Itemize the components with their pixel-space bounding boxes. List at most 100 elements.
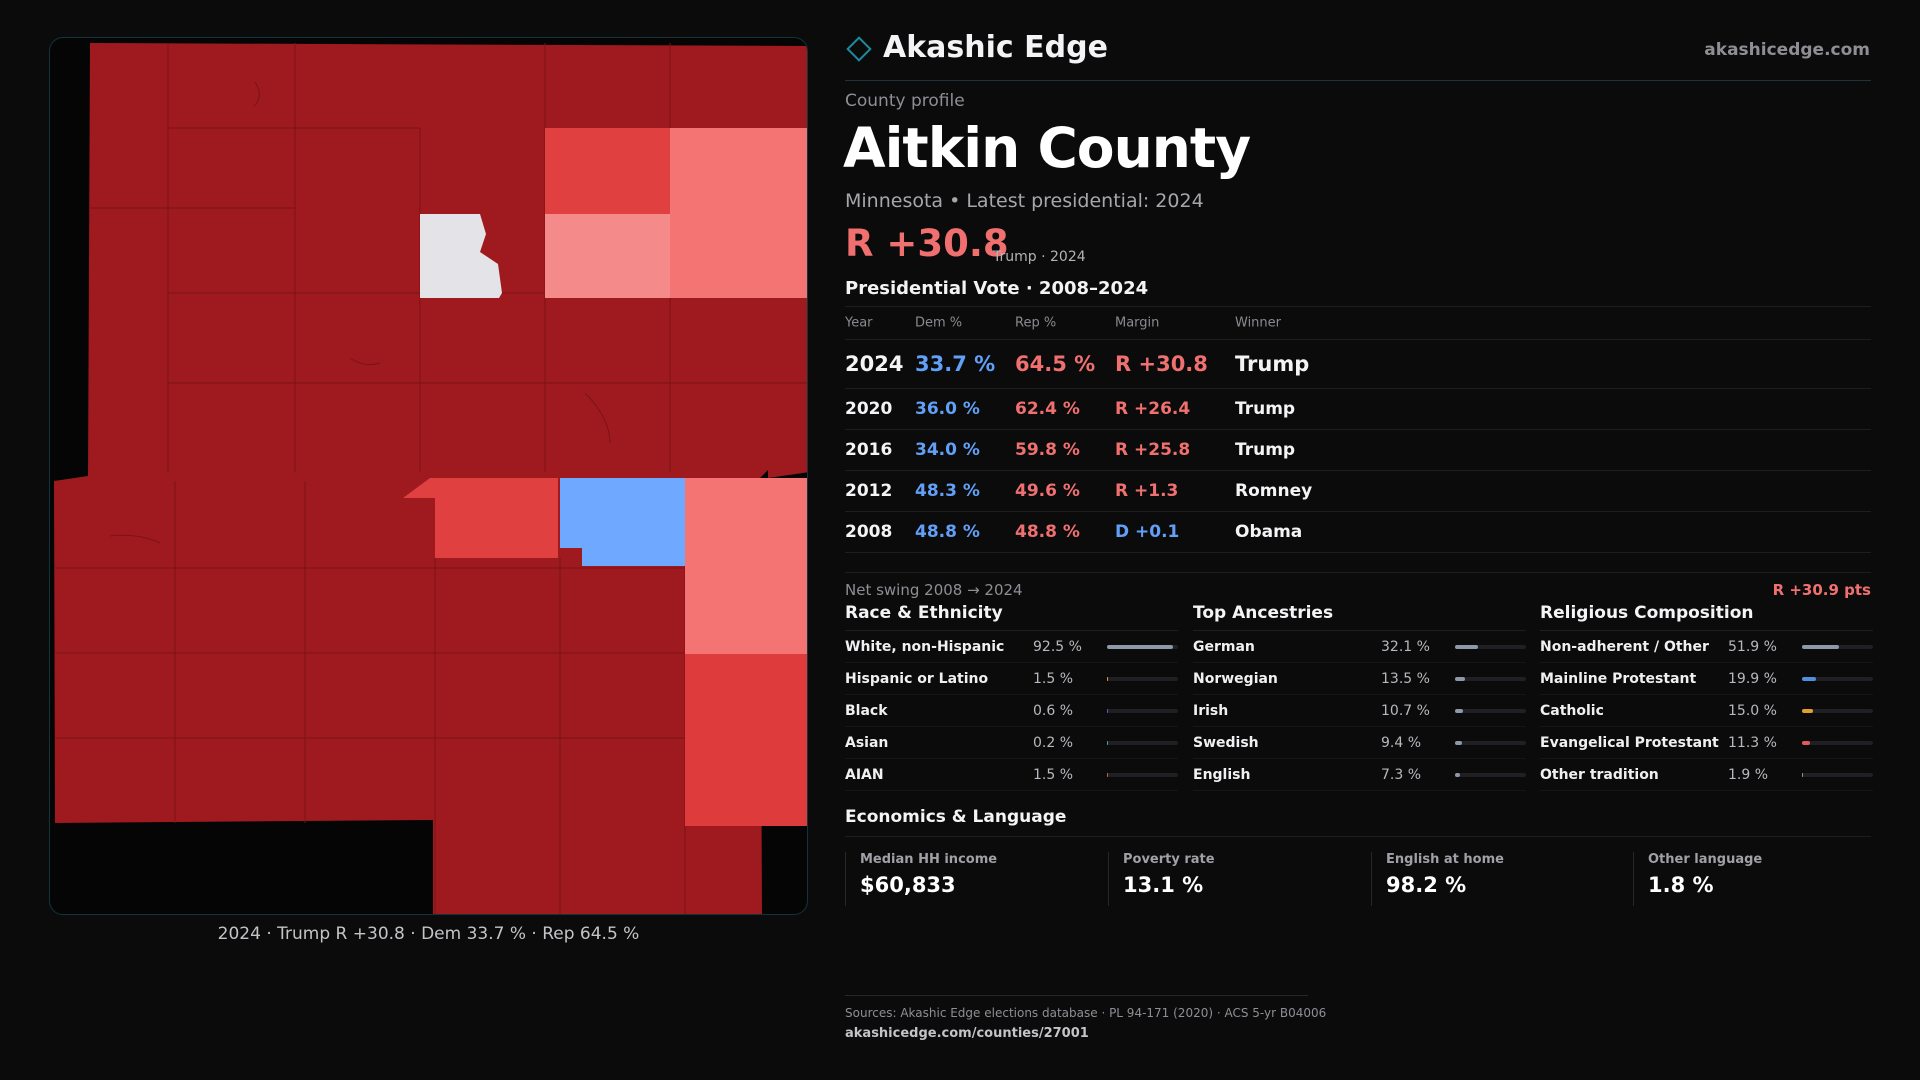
item-label: Other tradition xyxy=(1540,766,1659,783)
item-value: 10.7 % xyxy=(1381,702,1430,719)
precinct-toss[interactable] xyxy=(545,214,670,298)
stat-label: English at home xyxy=(1386,852,1504,867)
header-dem: Dem % xyxy=(915,315,963,331)
religion-title: Religious Composition xyxy=(1540,603,1873,631)
share-bar-fill xyxy=(1802,708,1813,713)
row-dem: 48.8 % xyxy=(915,522,980,542)
item-label: Mainline Protestant xyxy=(1540,670,1697,687)
row-dem: 33.7 % xyxy=(915,352,996,376)
share-bar xyxy=(1107,740,1178,745)
list-item[interactable]: Other tradition 1.9 % xyxy=(1540,759,1873,791)
share-bar-fill xyxy=(1107,772,1109,777)
item-value: 11.3 % xyxy=(1728,734,1777,751)
list-item[interactable]: Norwegian 13.5 % xyxy=(1193,663,1526,695)
item-value: 15.0 % xyxy=(1728,702,1777,719)
precinct-lean-r[interactable] xyxy=(545,128,670,214)
row-year: 2024 xyxy=(845,352,904,376)
row-year: 2008 xyxy=(845,522,893,542)
row-rep: 62.4 % xyxy=(1015,399,1080,419)
share-bar-fill xyxy=(1107,676,1109,681)
share-bar-fill xyxy=(1455,708,1463,713)
share-bar-fill xyxy=(1107,644,1173,649)
item-label: English xyxy=(1193,766,1251,783)
site-url-link[interactable]: akashicedge.com xyxy=(1704,40,1870,60)
county-url-link[interactable]: akashicedge.com/counties/27001 xyxy=(845,1026,1089,1041)
item-value: 13.5 % xyxy=(1381,670,1430,687)
item-label: White, non-Hispanic xyxy=(845,638,1005,655)
item-value: 9.4 % xyxy=(1381,734,1422,751)
row-winner: Trump xyxy=(1235,352,1310,376)
share-bar xyxy=(1107,676,1178,681)
page-subtitle: Minnesota • Latest presidential: 2024 xyxy=(845,190,1204,212)
brand[interactable]: Akashic Edge xyxy=(845,30,1108,65)
map-caption: 2024 · Trump R +30.8 · Dem 33.7 % · Rep … xyxy=(217,924,640,944)
sources-note: Sources: Akashic Edge elections database… xyxy=(845,1006,1327,1020)
row-winner: Trump xyxy=(1235,440,1296,460)
list-item[interactable]: Non-adherent / Other 51.9 % xyxy=(1540,631,1873,663)
list-item[interactable]: Black 0.6 % xyxy=(845,695,1178,727)
list-item[interactable]: Catholic 15.0 % xyxy=(1540,695,1873,727)
precinct-lean-r[interactable] xyxy=(403,478,558,558)
share-bar-fill xyxy=(1802,676,1817,681)
item-label: Swedish xyxy=(1193,734,1259,751)
swing-label: Net swing 2008 → 2024 xyxy=(845,581,1023,599)
list-item[interactable]: German 32.1 % xyxy=(1193,631,1526,663)
race-ethnicity-panel: Race & Ethnicity White, non-Hispanic 92.5… xyxy=(845,603,1178,791)
list-item[interactable]: Evangelical Protestant 11.3 % xyxy=(1540,727,1873,759)
row-rep: 64.5 % xyxy=(1015,352,1096,376)
list-item[interactable]: Swedish 9.4 % xyxy=(1193,727,1526,759)
highlighted-precincts xyxy=(403,128,808,826)
precinct-tilt-r[interactable] xyxy=(685,478,808,566)
footer-divider xyxy=(845,995,1308,996)
row-margin: R +1.3 xyxy=(1115,481,1179,501)
stat-value: $60,833 xyxy=(860,873,956,897)
share-bar xyxy=(1455,644,1526,649)
item-value: 32.1 % xyxy=(1381,638,1430,655)
swing-value: R +30.9 pts xyxy=(1772,581,1871,599)
list-item[interactable]: Hispanic or Latino 1.5 % xyxy=(845,663,1178,695)
row-margin: R +26.4 xyxy=(1115,399,1191,419)
precinct-tilt-r[interactable] xyxy=(685,566,808,654)
item-value: 1.9 % xyxy=(1728,766,1769,783)
share-bar xyxy=(1802,708,1873,713)
precinct-map[interactable] xyxy=(50,38,808,915)
table-row[interactable]: 2012 48.3 % 49.6 % R +1.3 Romney xyxy=(845,470,1871,511)
list-item[interactable]: AIAN 1.5 % xyxy=(845,759,1178,791)
precinct-no-data[interactable] xyxy=(420,214,502,298)
item-label: AIAN xyxy=(845,766,884,783)
share-bar xyxy=(1455,676,1526,681)
race-title: Race & Ethnicity xyxy=(845,603,1178,631)
list-item[interactable]: Mainline Protestant 19.9 % xyxy=(1540,663,1873,695)
precinct-lean-d[interactable] xyxy=(560,478,685,566)
share-bar xyxy=(1107,708,1178,713)
row-margin: R +25.8 xyxy=(1115,440,1191,460)
item-value: 1.5 % xyxy=(1033,670,1074,687)
page-title: Aitkin County xyxy=(843,116,1251,180)
item-value: 92.5 % xyxy=(1033,638,1082,655)
headline-note: Trump · 2024 xyxy=(993,249,1086,265)
item-label: Hispanic or Latino xyxy=(845,670,989,687)
table-row[interactable]: 2020 36.0 % 62.4 % R +26.4 Trump xyxy=(845,388,1871,429)
item-label: Evangelical Protestant xyxy=(1540,734,1719,751)
table-row[interactable]: 2024 33.7 % 64.5 % R +30.8 Trump xyxy=(845,339,1871,388)
share-bar xyxy=(1802,772,1873,777)
share-bar xyxy=(1802,644,1873,649)
list-item[interactable]: Asian 0.2 % xyxy=(845,727,1178,759)
table-row[interactable]: 2016 34.0 % 59.8 % R +25.8 Trump xyxy=(845,429,1871,470)
row-rep: 59.8 % xyxy=(1015,440,1080,460)
list-item[interactable]: White, non-Hispanic 92.5 % xyxy=(845,631,1178,663)
item-label: Non-adherent / Other xyxy=(1540,638,1709,655)
list-item[interactable]: English 7.3 % xyxy=(1193,759,1526,791)
list-item[interactable]: Irish 10.7 % xyxy=(1193,695,1526,727)
item-label: Irish xyxy=(1193,702,1229,719)
header-winner: Winner xyxy=(1235,315,1282,331)
stat-value: 98.2 % xyxy=(1386,873,1467,897)
table-row[interactable]: 2008 48.8 % 48.8 % D +0.1 Obama xyxy=(845,511,1871,552)
precinct-lean-r[interactable] xyxy=(685,654,808,826)
ancestry-panel: Top Ancestries German 32.1 % Norwegian 13.5… xyxy=(1193,603,1526,791)
net-swing: Net swing 2008 → 2024 R +30.9 pts xyxy=(845,572,1871,599)
row-year: 2016 xyxy=(845,440,893,460)
share-bar-fill xyxy=(1455,740,1462,745)
precinct-tilt-r[interactable] xyxy=(670,128,808,298)
row-margin: R +30.8 xyxy=(1115,352,1208,376)
